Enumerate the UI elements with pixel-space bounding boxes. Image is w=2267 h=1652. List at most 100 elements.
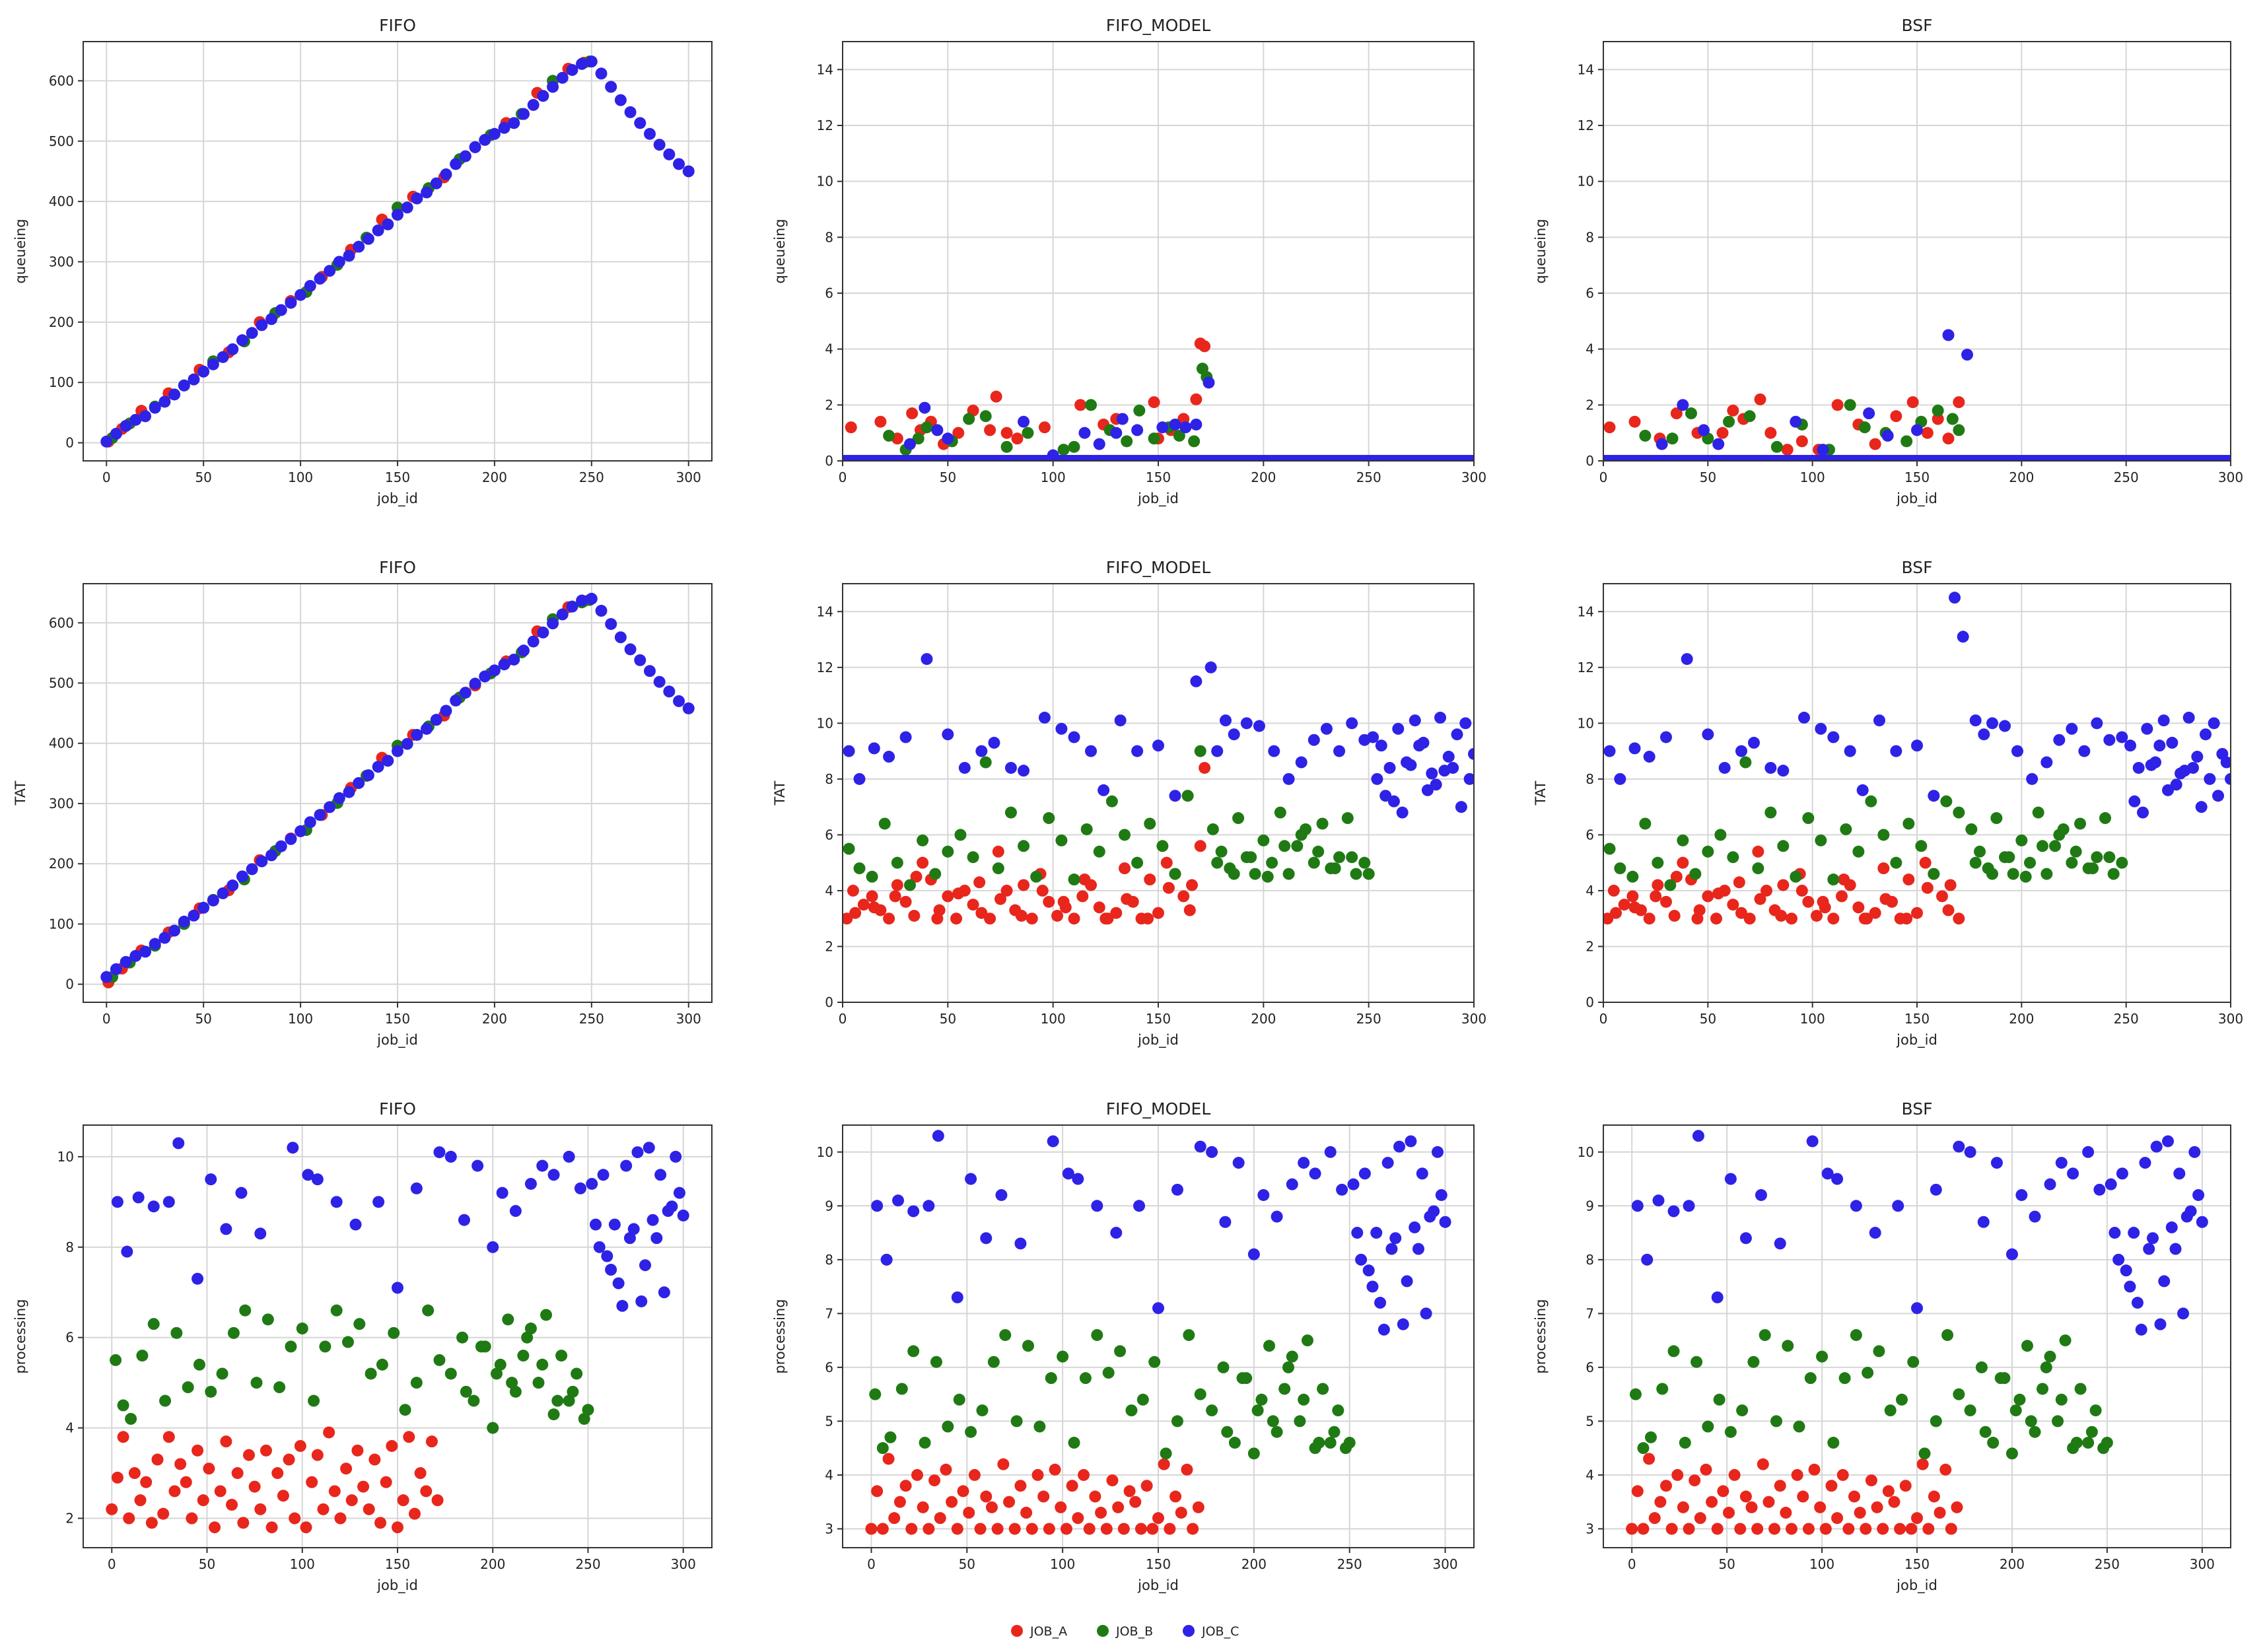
data-point: [1175, 1507, 1187, 1519]
data-point: [1413, 740, 1426, 752]
data-point: [2082, 1146, 2095, 1158]
data-point: [547, 1408, 560, 1421]
data-point: [524, 1323, 537, 1335]
data-point: [605, 81, 617, 93]
data-point: [125, 1412, 137, 1425]
data-point: [627, 1223, 640, 1235]
data-point: [849, 907, 862, 919]
data-point: [1355, 1253, 1368, 1266]
data-point: [110, 427, 122, 440]
data-point: [444, 1367, 457, 1380]
data-point: [1459, 717, 1472, 730]
data-point: [912, 432, 924, 445]
data-point: [1204, 661, 1217, 673]
data-point: [1125, 1404, 1138, 1417]
data-point: [392, 209, 403, 221]
y-tick-label: 8: [65, 1239, 74, 1255]
data-point: [220, 1435, 232, 1448]
y-tick-label: 10: [1578, 715, 1594, 731]
subplot-3-1: 0 50 100 150 200 250 300 2 4 6 8 10 FIFO job_id proces…: [13, 1099, 713, 1594]
data-point: [595, 605, 608, 617]
data-point: [186, 1512, 198, 1525]
data-point: [2040, 756, 2053, 769]
data-point: [650, 1232, 663, 1245]
data-point: [246, 863, 258, 876]
data-point: [1648, 1512, 1661, 1525]
data-point: [880, 1253, 893, 1266]
data-point: [1194, 745, 1206, 757]
data-point: [1919, 856, 1932, 869]
data-point: [374, 1517, 387, 1529]
data-point: [670, 1150, 682, 1163]
data-point: [666, 1200, 678, 1213]
data-point: [479, 670, 491, 683]
data-point: [1728, 1468, 1741, 1481]
data-point: [1840, 823, 1852, 835]
data-point: [368, 1453, 381, 1466]
data-point: [555, 1350, 568, 1362]
data-point: [1162, 881, 1175, 894]
x-tick-label: 50: [199, 1556, 215, 1572]
x-tick-label: 100: [1041, 1011, 1066, 1027]
data-point: [1324, 1146, 1337, 1158]
data-point: [1169, 790, 1181, 802]
data-point: [1047, 1135, 1059, 1148]
x-tick-label: 100: [1800, 1011, 1825, 1027]
data-point: [866, 870, 878, 883]
data-point: [1072, 1173, 1084, 1185]
data-point: [1702, 845, 1714, 858]
data-point: [2052, 1415, 2064, 1428]
data-point: [968, 1468, 981, 1481]
data-point: [1203, 376, 1215, 389]
data-point: [1148, 1356, 1161, 1368]
data-point: [178, 915, 190, 928]
data-point: [1928, 868, 1940, 880]
data-point: [214, 1485, 227, 1497]
data-point: [343, 250, 355, 262]
data-point: [1194, 1140, 1206, 1153]
y-axis-label: processing: [1533, 1299, 1549, 1373]
data-point: [1033, 1420, 1046, 1433]
y-tick-label: 3: [1586, 1521, 1594, 1536]
data-point: [1396, 806, 1409, 819]
data-point: [1148, 432, 1160, 445]
x-tick-label: 100: [288, 1011, 313, 1027]
data-point: [1895, 1393, 1908, 1406]
data-point: [1724, 1173, 1737, 1185]
x-tick-label: 150: [1146, 469, 1171, 485]
data-point: [2139, 1157, 2151, 1169]
data-point: [1371, 773, 1383, 785]
data-point: [1142, 912, 1154, 925]
data-point: [899, 731, 912, 743]
data-point: [2165, 1221, 2178, 1233]
data-point: [1004, 761, 1017, 774]
data-point: [1332, 1404, 1344, 1417]
data-point: [311, 1449, 324, 1461]
data-point: [1131, 745, 1144, 757]
series-job_a: [106, 1426, 444, 1534]
data-point: [2015, 834, 2028, 846]
data-point: [1188, 435, 1201, 448]
data-point: [1255, 1393, 1268, 1406]
series-job_b: [1603, 756, 2128, 891]
data-point: [1752, 845, 1764, 858]
data-point: [469, 677, 481, 690]
data-point: [614, 631, 627, 644]
data-point: [882, 1453, 895, 1465]
data-point: [984, 912, 996, 925]
data-point: [1618, 899, 1630, 911]
data-point: [1183, 1328, 1195, 1341]
y-tick-label: 6: [825, 285, 833, 301]
data-point: [207, 358, 219, 370]
data-point: [1670, 870, 1683, 883]
data-point: [2116, 856, 2128, 869]
data-point: [1152, 1302, 1164, 1315]
data-point: [1187, 1523, 1199, 1535]
data-point: [871, 1485, 884, 1497]
data-point: [193, 1358, 205, 1371]
y-tick-label: 7: [825, 1305, 833, 1321]
data-point: [1798, 711, 1810, 724]
data-point: [563, 1150, 575, 1163]
data-point: [1169, 868, 1181, 880]
data-point: [884, 1431, 897, 1443]
